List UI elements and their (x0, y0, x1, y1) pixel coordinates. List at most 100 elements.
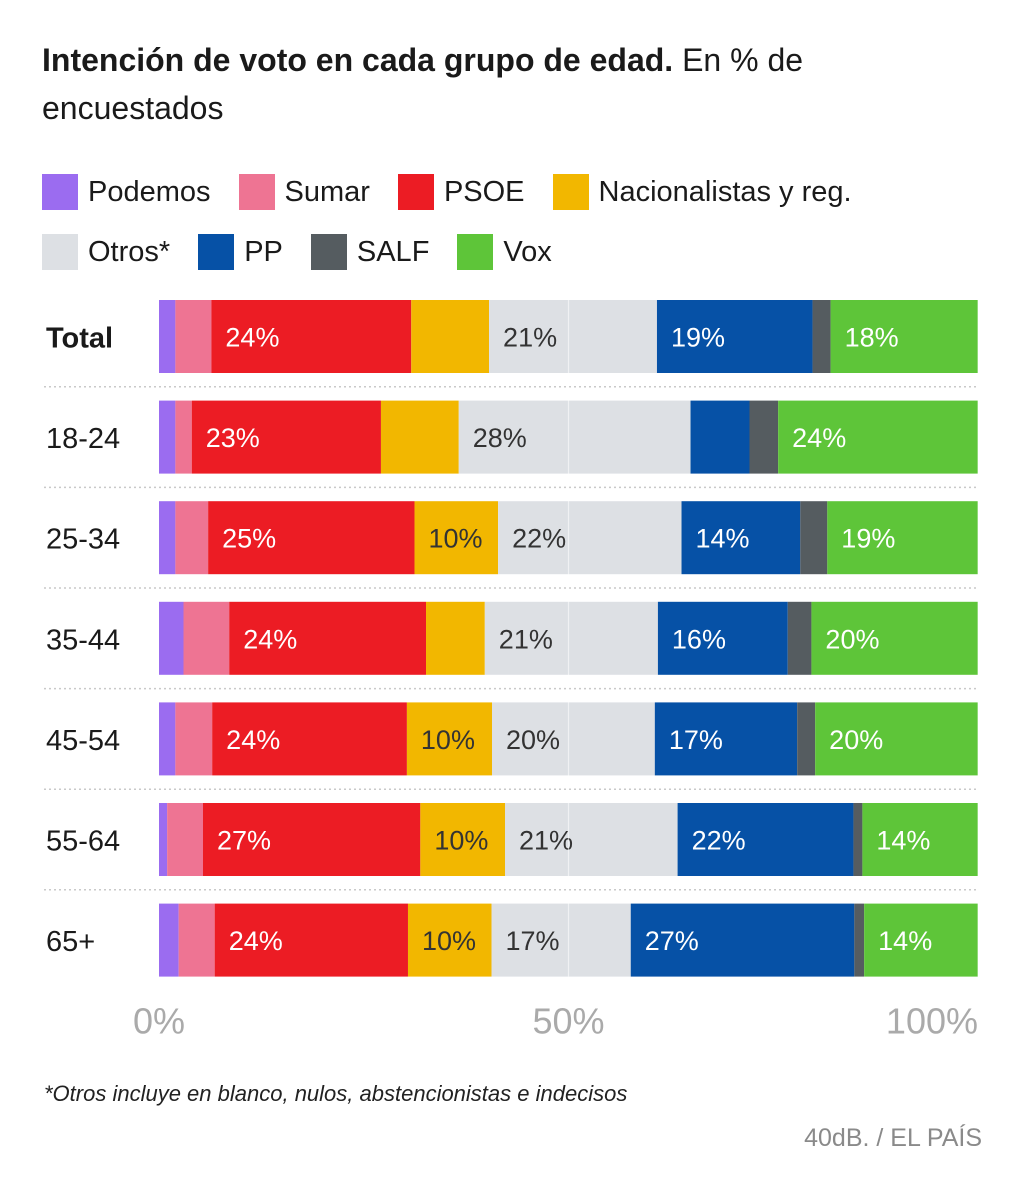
data-label: 20% (506, 725, 560, 755)
data-label: 23% (206, 423, 260, 453)
legend-label: Nacionalistas y reg. (598, 175, 852, 208)
legend-item-6: SALF (310, 234, 430, 270)
footnote: *Otros incluye en blanco, nulos, abstenc… (44, 1081, 628, 1106)
bar-segment (420, 803, 505, 876)
chart-title-bold: Intención de voto en cada grupo de edad. (42, 42, 674, 78)
legend-label: PSOE (443, 175, 525, 208)
legend-item-7: Vox (457, 234, 552, 270)
data-label: 17% (669, 725, 723, 755)
bar-segment (491, 903, 631, 977)
data-label: 24% (229, 926, 283, 956)
data-label: 24% (243, 624, 297, 654)
bar-segment (827, 501, 978, 575)
category-label: 18-24 (46, 423, 120, 455)
bar-segment (191, 400, 381, 474)
data-label: 20% (829, 725, 883, 755)
data-label: 19% (841, 524, 895, 554)
legend-swatch (310, 234, 347, 270)
legend-swatch (457, 234, 494, 270)
data-label: 21% (503, 323, 557, 353)
legend-swatch (42, 234, 78, 270)
data-label: 28% (473, 423, 527, 453)
data-label: 21% (499, 624, 553, 654)
bar-segment (159, 903, 179, 977)
x-tick-label: 0% (133, 1001, 185, 1042)
data-label: 25% (222, 524, 276, 554)
data-label: 10% (429, 524, 483, 554)
data-label: 27% (217, 826, 271, 856)
category-label: 55-64 (46, 826, 120, 858)
bar-segment (654, 702, 798, 776)
bar-segment (778, 400, 978, 474)
bar-segment (175, 702, 213, 776)
legend-swatch (198, 234, 235, 270)
bar-segment (812, 300, 831, 373)
bar-segment (380, 400, 459, 474)
legend-swatch (552, 174, 589, 210)
data-label: 20% (825, 624, 879, 654)
bar-segment (407, 903, 492, 977)
data-label: 10% (421, 725, 475, 755)
legend-swatch (238, 174, 275, 210)
legend-label: Otros* (88, 235, 171, 268)
bar-segment (214, 903, 408, 977)
bar-segment (797, 702, 816, 776)
bar-segment (504, 803, 678, 876)
bar-segment (749, 400, 779, 474)
bar-segment (406, 702, 492, 776)
legend-item-3: Nacionalistas y reg. (552, 174, 852, 210)
data-label: 17% (506, 926, 560, 956)
data-label: 27% (645, 926, 699, 956)
category-label: 35-44 (46, 624, 120, 656)
bar-segment (426, 601, 485, 675)
bar-segment (167, 803, 203, 876)
chart-legend: Podemos Sumar PSOE Nacionalistas y reg. Otro… (42, 174, 992, 270)
category-label: 25-34 (46, 524, 120, 556)
data-label: 18% (845, 323, 899, 353)
bar-segment (159, 601, 184, 675)
bar-segment (862, 803, 978, 876)
category-label: 45-54 (46, 725, 120, 757)
x-tick-label: 100% (886, 1001, 978, 1042)
legend-item-4: Otros* (42, 234, 170, 270)
legend-label: Sumar (284, 175, 370, 208)
bar-segment (854, 903, 865, 977)
bar-segment (489, 300, 657, 373)
bar-segment (492, 702, 655, 776)
source-credit: 40dB. / EL PAÍS (804, 1124, 982, 1152)
bar-segment (175, 400, 192, 474)
bar-segment (159, 501, 176, 575)
data-label: 21% (519, 826, 573, 856)
bar-segment (411, 300, 490, 373)
data-label: 10% (422, 926, 476, 956)
bar-segment (159, 702, 176, 776)
bar-segment (864, 903, 978, 977)
legend-label: SALF (356, 235, 430, 268)
bar-segment (202, 803, 421, 876)
data-label: 14% (876, 826, 930, 856)
bar-segment (677, 803, 854, 876)
bar-segment (175, 501, 209, 575)
data-label: 16% (672, 624, 726, 654)
bar-segment (183, 601, 230, 675)
bar-segment (690, 400, 750, 474)
bar-segment (787, 601, 812, 675)
category-label: Total (46, 323, 113, 355)
data-label: 14% (878, 926, 932, 956)
bar-segment (656, 300, 813, 373)
bar-segment (815, 702, 978, 776)
x-tick-label: 50% (532, 1001, 604, 1042)
bar-segment (681, 501, 801, 575)
legend-swatch (397, 174, 434, 210)
legend-item-1: Sumar (238, 174, 370, 210)
bar-segment (414, 501, 499, 575)
bar-segment (211, 300, 412, 373)
chart-title: Intención de voto en cada grupo de edad.… (42, 36, 942, 132)
chart-subtitle: En % de encuestados (42, 42, 804, 126)
legend-swatch (42, 174, 78, 210)
bar-segment (208, 501, 415, 575)
bar-segment (212, 702, 407, 776)
bar-segment (630, 903, 855, 977)
bar-segment (800, 501, 828, 575)
data-label: 19% (671, 323, 725, 353)
